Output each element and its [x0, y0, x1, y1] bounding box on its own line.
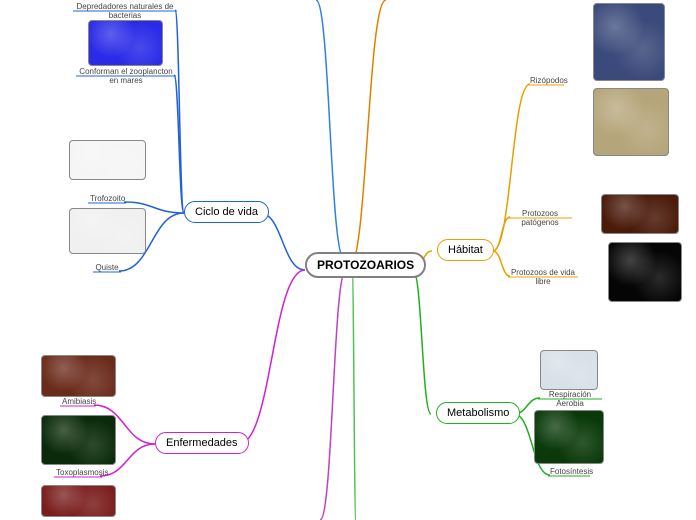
branch-metab[interactable]: Metabolismo [436, 402, 520, 424]
thumb-habitat-0 [593, 3, 665, 81]
thumb-ciclo-2 [69, 208, 146, 254]
leaf-enfer-1: Toxoplasmosis [56, 468, 100, 477]
leaf-metab-0: Respiración Aerobia [540, 390, 600, 408]
leaf-metab-1: Fotosíntesis [550, 467, 588, 476]
thumb-habitat-1 [593, 88, 669, 156]
branch-enfer[interactable]: Enfermedades [155, 432, 249, 454]
leaf-habitat-1: Protozoos patógenos [510, 209, 570, 227]
branch-ciclo[interactable]: Ciclo de vida [184, 201, 269, 223]
thumb-ciclo-0 [88, 20, 163, 66]
thumb-metab-0 [540, 350, 598, 390]
leaf-enfer-0: Amibiasis [62, 397, 94, 406]
leaf-habitat-0: Rizópodos [530, 76, 562, 85]
central-node[interactable]: PROTOZOARIOS [305, 252, 426, 278]
branch-habitat[interactable]: Hábitat [437, 239, 494, 261]
thumb-habitat-3 [608, 242, 682, 302]
leaf-ciclo-0: Depredadores naturales de bacterias [75, 2, 175, 20]
leaf-habitat-2: Protozoos de vida libre [510, 268, 576, 286]
thumb-enfer-0 [41, 355, 116, 397]
thumb-enfer-2 [41, 485, 116, 517]
thumb-ciclo-1 [69, 140, 146, 180]
thumb-enfer-1 [41, 415, 116, 465]
thumb-metab-1 [534, 410, 604, 464]
thumb-habitat-2 [601, 194, 679, 234]
leaf-ciclo-2: Trofozoito [90, 194, 124, 203]
leaf-ciclo-1: Conforman el zooplancton en mares [78, 67, 174, 85]
leaf-ciclo-3: Quiste [95, 263, 119, 272]
